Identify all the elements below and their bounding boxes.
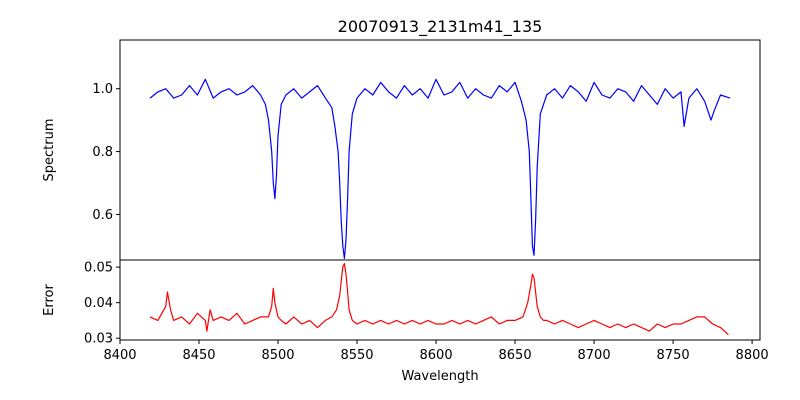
error-plot: 0.03 0.04 0.05 8400 8450 8500 8550 8600 8650 870… [42, 259, 769, 384]
chart-title: 20070913_2131m41_135 [338, 17, 543, 37]
spectrum-plot: 0.6 0.8 1.0 Spectrum [42, 39, 761, 261]
x-tick-label: 8550 [340, 348, 373, 363]
spectrum-series-line [149, 78, 731, 259]
error-series [149, 263, 729, 336]
x-tick-label: 8450 [182, 348, 215, 363]
spectrum-y-ticks: 0.6 0.8 1.0 [92, 82, 120, 223]
error-y-tick-label: 0.05 [84, 261, 113, 276]
error-y-ticks: 0.03 0.04 0.05 [84, 261, 120, 347]
x-tick-label: 8750 [657, 348, 690, 363]
spectrum-series [149, 78, 731, 259]
x-axis-label: Wavelength [401, 369, 478, 384]
x-tick-label: 8600 [420, 348, 453, 363]
error-y-tick-label: 0.03 [84, 332, 113, 347]
spectrum-y-tick-label: 0.8 [92, 145, 113, 160]
error-y-tick-label: 0.04 [84, 296, 113, 311]
error-axes-frame [119, 259, 761, 341]
x-tick-label: 8400 [103, 348, 136, 363]
x-tick-label: 8700 [578, 348, 611, 363]
spectrum-axes-frame [119, 39, 761, 261]
error-x-ticks: 8400 8450 8500 8550 8600 8650 8700 8750 8800 [103, 340, 769, 363]
x-tick-label: 8800 [736, 348, 769, 363]
x-tick-label: 8500 [261, 348, 294, 363]
spectrum-y-axis-label: Spectrum [42, 119, 57, 182]
spectrum-y-tick-label: 0.6 [92, 208, 113, 223]
spectrum-y-tick-label: 1.0 [92, 82, 113, 97]
x-tick-label: 8650 [499, 348, 532, 363]
error-series-line [149, 263, 729, 336]
error-y-axis-label: Error [42, 284, 57, 316]
